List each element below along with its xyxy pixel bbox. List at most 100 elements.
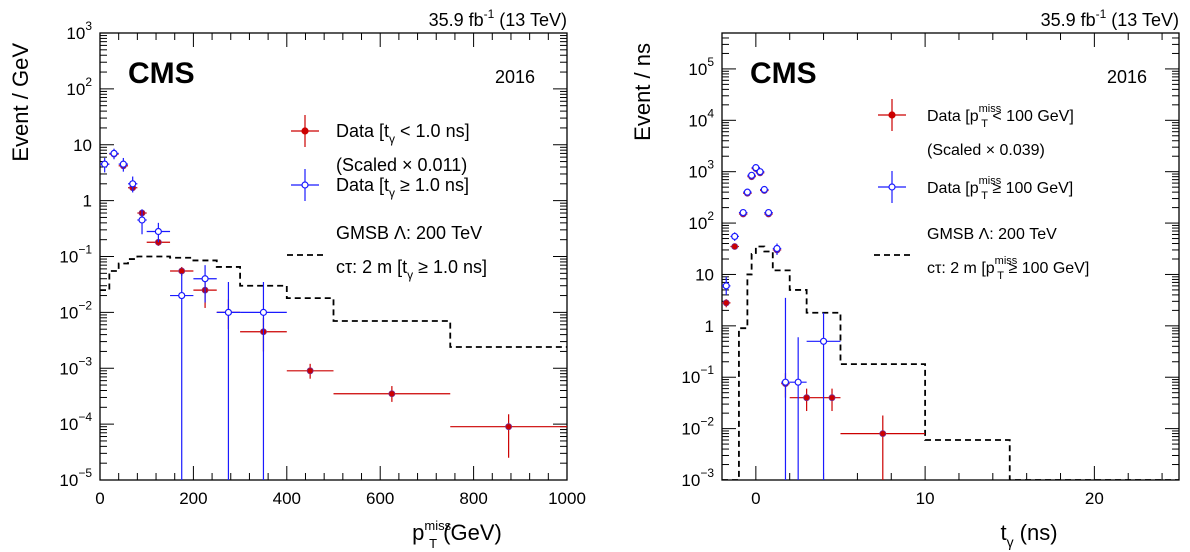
y-tick-label-base: 1 <box>705 317 714 336</box>
lumi-label: 35.9 fb-1 (13 TeV) <box>1041 7 1179 30</box>
y-tick-label: 10 <box>695 265 714 284</box>
legend-label-line2: cτ: 2 m [tγ ≥ 1.0 ns] <box>336 257 487 282</box>
data-point <box>101 160 109 168</box>
y-tick-label: 104 <box>688 106 714 130</box>
y-tick-label: 10−3 <box>59 354 92 378</box>
experiment-label: CMS <box>128 57 195 90</box>
year-label: 2016 <box>1107 67 1147 87</box>
y-tick-label-base: 10 <box>688 60 707 79</box>
energy-label: (13 TeV) <box>494 10 567 30</box>
x-tick-label: 20 <box>1085 489 1104 508</box>
y-tick-label: 10−2 <box>59 298 92 322</box>
data-point <box>739 208 747 217</box>
y-tick-label-exponent: 4 <box>707 106 714 120</box>
data-point <box>756 168 764 176</box>
y-tick-label-exponent: −2 <box>78 298 92 312</box>
legend-entry: Data [tγ ≥ 1.0 ns] <box>291 169 469 201</box>
y-tick-label-exponent: −5 <box>78 466 92 480</box>
data-point <box>731 243 739 250</box>
y-tick-label: 10−4 <box>59 410 92 434</box>
lumi-value: 35.9 fb <box>1041 10 1096 30</box>
y-tick-label-base: 10 <box>681 368 700 387</box>
legend-label-sub: T <box>981 118 988 130</box>
legend-label-line2: (Scaled × 0.039) <box>927 142 1045 159</box>
y-tick-label: 10−2 <box>681 415 714 439</box>
y-tick-label-exponent: 2 <box>85 75 92 89</box>
y-tick-label: 105 <box>688 55 714 79</box>
y-tick-label-base: 10 <box>66 24 85 43</box>
legend-label: Data [pmiss T ≥ 100 GeV] <box>927 175 1073 202</box>
x-tick-label: 10 <box>916 489 935 508</box>
x-axis-title-unit: (ns) <box>1014 520 1058 545</box>
year-label: 2016 <box>495 67 535 87</box>
legend-label: GMSB Λ: 200 TeV <box>336 223 482 243</box>
data-point <box>224 308 233 316</box>
legend-label: Data [tγ ≥ 1.0 ns] <box>336 175 469 200</box>
signal-histogram <box>722 245 1179 480</box>
x-axis-title: pmiss T (GeV) <box>412 518 502 551</box>
y-tick-label: 1 <box>83 192 92 211</box>
data-point <box>794 378 802 386</box>
legend-label-text: Data [p <box>927 108 979 125</box>
legend-label-line2: (Scaled × 0.011) <box>336 155 467 175</box>
legend-swatch-marker <box>301 127 309 135</box>
legend-label-text: ≥ 1.0 ns] <box>395 175 469 195</box>
legend-label-sup: miss <box>979 103 1002 115</box>
y-tick-label: 10−1 <box>681 363 714 387</box>
x-axis-title-sub: γ <box>1007 534 1014 550</box>
data-point <box>388 390 396 398</box>
y-tick-label-exponent: −3 <box>78 354 92 368</box>
y-tick-label-base: 10 <box>688 163 707 182</box>
legend-entry: Data [tγ < 1.0 ns] (Scaled × 0.011) <box>291 115 470 175</box>
data-point <box>259 308 268 316</box>
y-tick-label: 10−5 <box>59 466 92 490</box>
data-point <box>110 149 118 158</box>
legend-entry: GMSB Λ: 200 TeV cτ: 2 m [tγ ≥ 1.0 ns] <box>287 223 487 282</box>
y-tick-label: 10 <box>73 136 92 155</box>
x-axis-title-unit: (GeV) <box>437 520 502 545</box>
data-point <box>505 423 513 431</box>
y-tick-label: 1 <box>705 317 714 336</box>
y-tick-label-exponent: −3 <box>700 466 714 480</box>
x-tick-label: 1000 <box>548 489 586 508</box>
legend-swatch-marker <box>888 111 896 119</box>
legend-label: GMSB Λ: 200 TeV <box>927 226 1057 243</box>
y-tick-label: 10−3 <box>681 466 714 490</box>
legend-label-text: Data [p <box>927 180 979 197</box>
y-tick-label-base: 10 <box>59 248 78 267</box>
data-point <box>748 171 756 179</box>
data-point <box>731 232 739 241</box>
legend-label-text: cτ: 2 m [p <box>927 260 995 277</box>
legend-entry: Data [pmiss T ≥ 100 GeV] <box>878 171 1073 203</box>
signal-histogram <box>100 255 567 348</box>
x-axis-title-sub: T <box>429 536 437 551</box>
legend-label-sub: γ <box>389 132 395 146</box>
data-point <box>722 282 730 290</box>
legend-label-text: GMSB Λ: 200 TeV <box>927 226 1057 243</box>
data-point <box>119 160 127 168</box>
y-tick-label-base: 1 <box>83 192 92 211</box>
plot-frame <box>721 32 1180 481</box>
legend-label-text: < 1.0 ns] <box>395 121 470 141</box>
y-tick-label: 103 <box>688 158 714 182</box>
legend-label-text: cτ: 2 m [t <box>336 257 407 277</box>
data-point <box>760 185 768 194</box>
y-axis-title: Event / ns <box>630 43 655 141</box>
plot-area <box>722 164 1179 480</box>
y-tick-label-exponent: 5 <box>707 55 714 69</box>
y-tick-label-base: 10 <box>681 471 700 490</box>
legend-label-text: Data [t <box>336 121 389 141</box>
data-point <box>803 394 811 402</box>
x-tick-label: 400 <box>273 489 301 508</box>
y-tick-label-base: 10 <box>59 471 78 490</box>
plot-area <box>100 148 567 480</box>
legend-label-sub: T <box>997 270 1004 282</box>
y-tick-label: 102 <box>688 209 714 233</box>
legend-label-text: GMSB Λ: 200 TeV <box>336 223 482 243</box>
legend-label-text: < 100 GeV] <box>988 108 1074 125</box>
x-axis-title-sup: miss <box>424 518 451 533</box>
data-point <box>828 394 836 402</box>
y-tick-label-base: 10 <box>66 80 85 99</box>
data-point <box>154 227 162 236</box>
